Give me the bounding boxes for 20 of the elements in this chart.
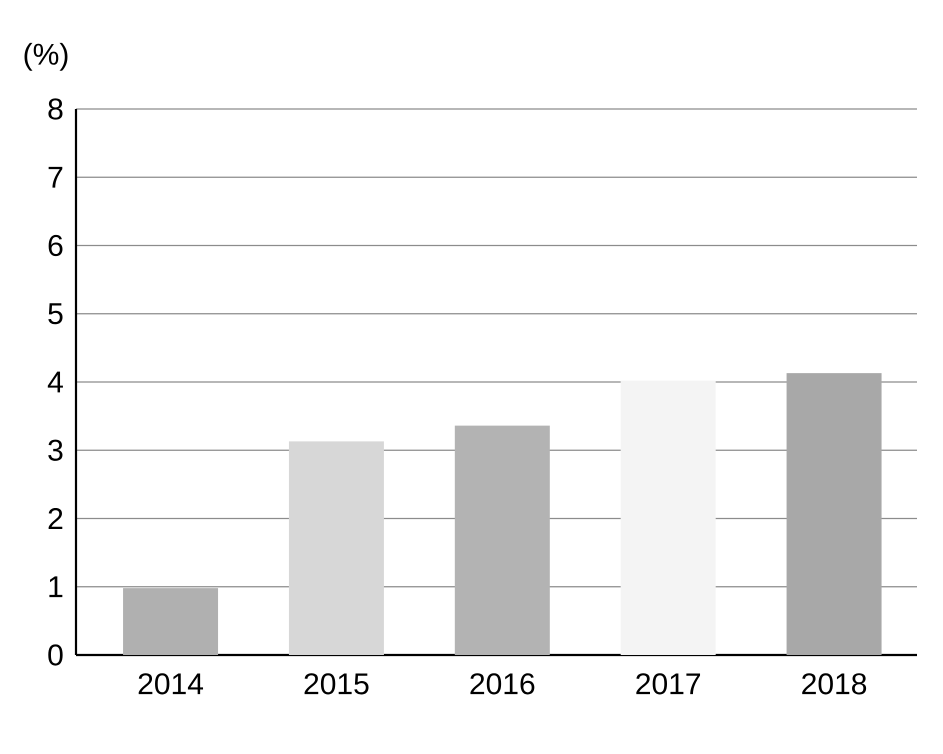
y-tick-label: 1 [49, 576, 62, 598]
y-tick-label: 0 [48, 644, 63, 666]
y-tick-label: 2 [48, 508, 62, 529]
bar [620, 380, 716, 655]
y-tick-label: 5 [48, 303, 63, 324]
bar [454, 426, 550, 655]
y-axis-title: (%) [24, 42, 68, 71]
y-tick-label: 3 [48, 440, 62, 461]
y-tick-label: 4 [48, 372, 63, 392]
y-tick-label: 8 [48, 98, 62, 120]
x-tick-label: 2018 [802, 673, 866, 694]
x-tick-label: 2017 [636, 673, 700, 694]
y-tick-label: 6 [48, 234, 62, 256]
bar [123, 588, 218, 655]
x-tick-label: 2014 [138, 673, 204, 694]
x-tick-label: 2015 [304, 673, 369, 694]
x-tick-label: 2016 [470, 673, 534, 694]
bar [786, 373, 882, 655]
y-tick-label: 7 [48, 166, 62, 188]
bar [288, 441, 384, 655]
